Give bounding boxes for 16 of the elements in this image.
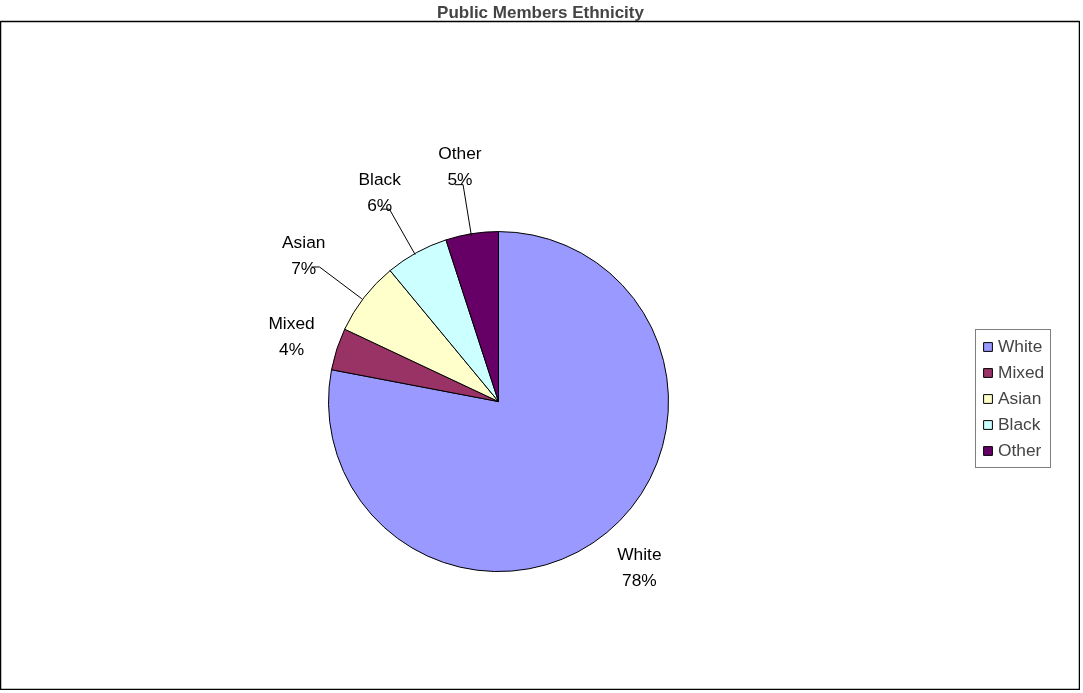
data-label: 4%: [279, 339, 305, 360]
legend-label: White: [998, 336, 1043, 357]
chart-title: Public Members Ethnicity: [437, 2, 645, 22]
slice-label: Black: [358, 169, 402, 190]
data-label: 5%: [447, 168, 473, 189]
legend-label: Mixed: [998, 362, 1045, 383]
slice-label: Mixed: [268, 313, 315, 334]
data-label: 7%: [291, 258, 317, 279]
legend-label: Other: [998, 440, 1042, 461]
slice-label: White: [617, 543, 662, 564]
legend-label: Black: [998, 414, 1041, 435]
data-label: 6%: [367, 195, 393, 216]
data-label: 78%: [622, 569, 657, 590]
legend-label: Asian: [998, 388, 1042, 409]
slice-label: Other: [438, 142, 482, 163]
slice-label: Asian: [282, 232, 326, 253]
